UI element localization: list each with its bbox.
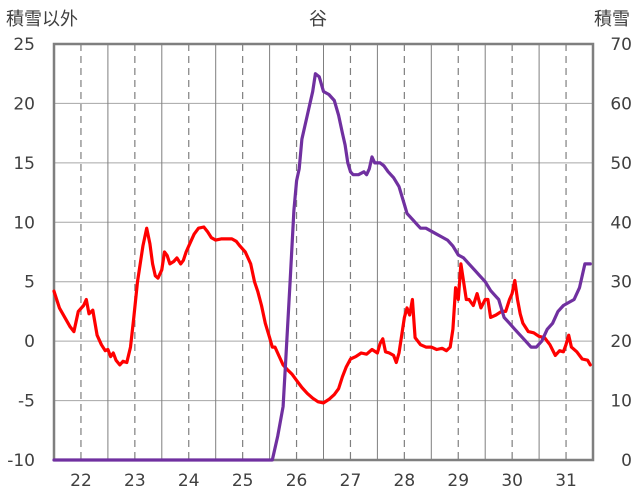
x-tick-label: 23 (124, 471, 146, 491)
x-axis-ticks: 22 23 24 25 26 27 28 29 30 31 (70, 471, 577, 491)
series-line-left-axis (52, 225, 592, 405)
right-tick-label: 10 (610, 392, 632, 412)
x-tick-label: 25 (232, 471, 254, 491)
series-line-right-axis (52, 72, 592, 462)
left-axis-label: 積雪以外 (6, 9, 78, 30)
plot-frame (52, 42, 595, 462)
left-tick-label: -5 (18, 392, 35, 412)
right-tick-label: 70 (610, 35, 632, 55)
left-tick-label: 25 (13, 35, 35, 55)
left-tick-label: 0 (24, 332, 35, 352)
x-tick-label: 30 (501, 471, 523, 491)
chart-title: 谷 (309, 9, 327, 30)
left-tick-label: 15 (13, 154, 35, 174)
right-tick-label: 0 (621, 451, 632, 471)
right-tick-label: 50 (610, 154, 632, 174)
right-axis-ticks: 0 10 20 30 40 50 60 70 (610, 35, 632, 471)
left-tick-label: 5 (24, 273, 35, 293)
left-tick-label: 20 (13, 94, 35, 114)
right-tick-label: 20 (610, 332, 632, 352)
x-tick-label: 26 (286, 471, 308, 491)
grid (54, 44, 593, 460)
left-axis-ticks: -10 -5 0 5 10 15 20 25 (7, 35, 35, 471)
right-axis-label: 積雪 (594, 9, 630, 30)
x-tick-label: 28 (394, 471, 416, 491)
left-tick-label: 10 (13, 213, 35, 233)
x-tick-label: 29 (447, 471, 469, 491)
series-group (52, 72, 592, 462)
x-tick-label: 22 (70, 471, 92, 491)
right-tick-label: 30 (610, 273, 632, 293)
right-tick-label: 40 (610, 213, 632, 233)
left-tick-label: -10 (7, 451, 35, 471)
x-tick-label: 27 (340, 471, 362, 491)
x-tick-label: 31 (555, 471, 577, 491)
right-tick-label: 60 (610, 94, 632, 114)
x-tick-label: 24 (178, 471, 200, 491)
